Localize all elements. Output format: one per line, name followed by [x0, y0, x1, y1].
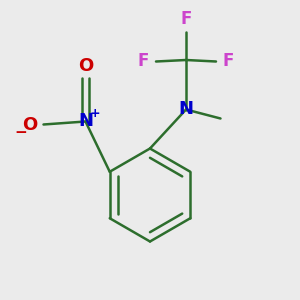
Text: O: O [78, 57, 93, 75]
Text: O: O [22, 116, 38, 134]
Text: −: − [14, 124, 27, 140]
Text: +: + [89, 106, 100, 120]
Text: F: F [180, 10, 192, 28]
Text: F: F [223, 52, 234, 70]
Text: F: F [138, 52, 149, 70]
Text: N: N [78, 112, 93, 130]
Text: N: N [178, 100, 194, 118]
